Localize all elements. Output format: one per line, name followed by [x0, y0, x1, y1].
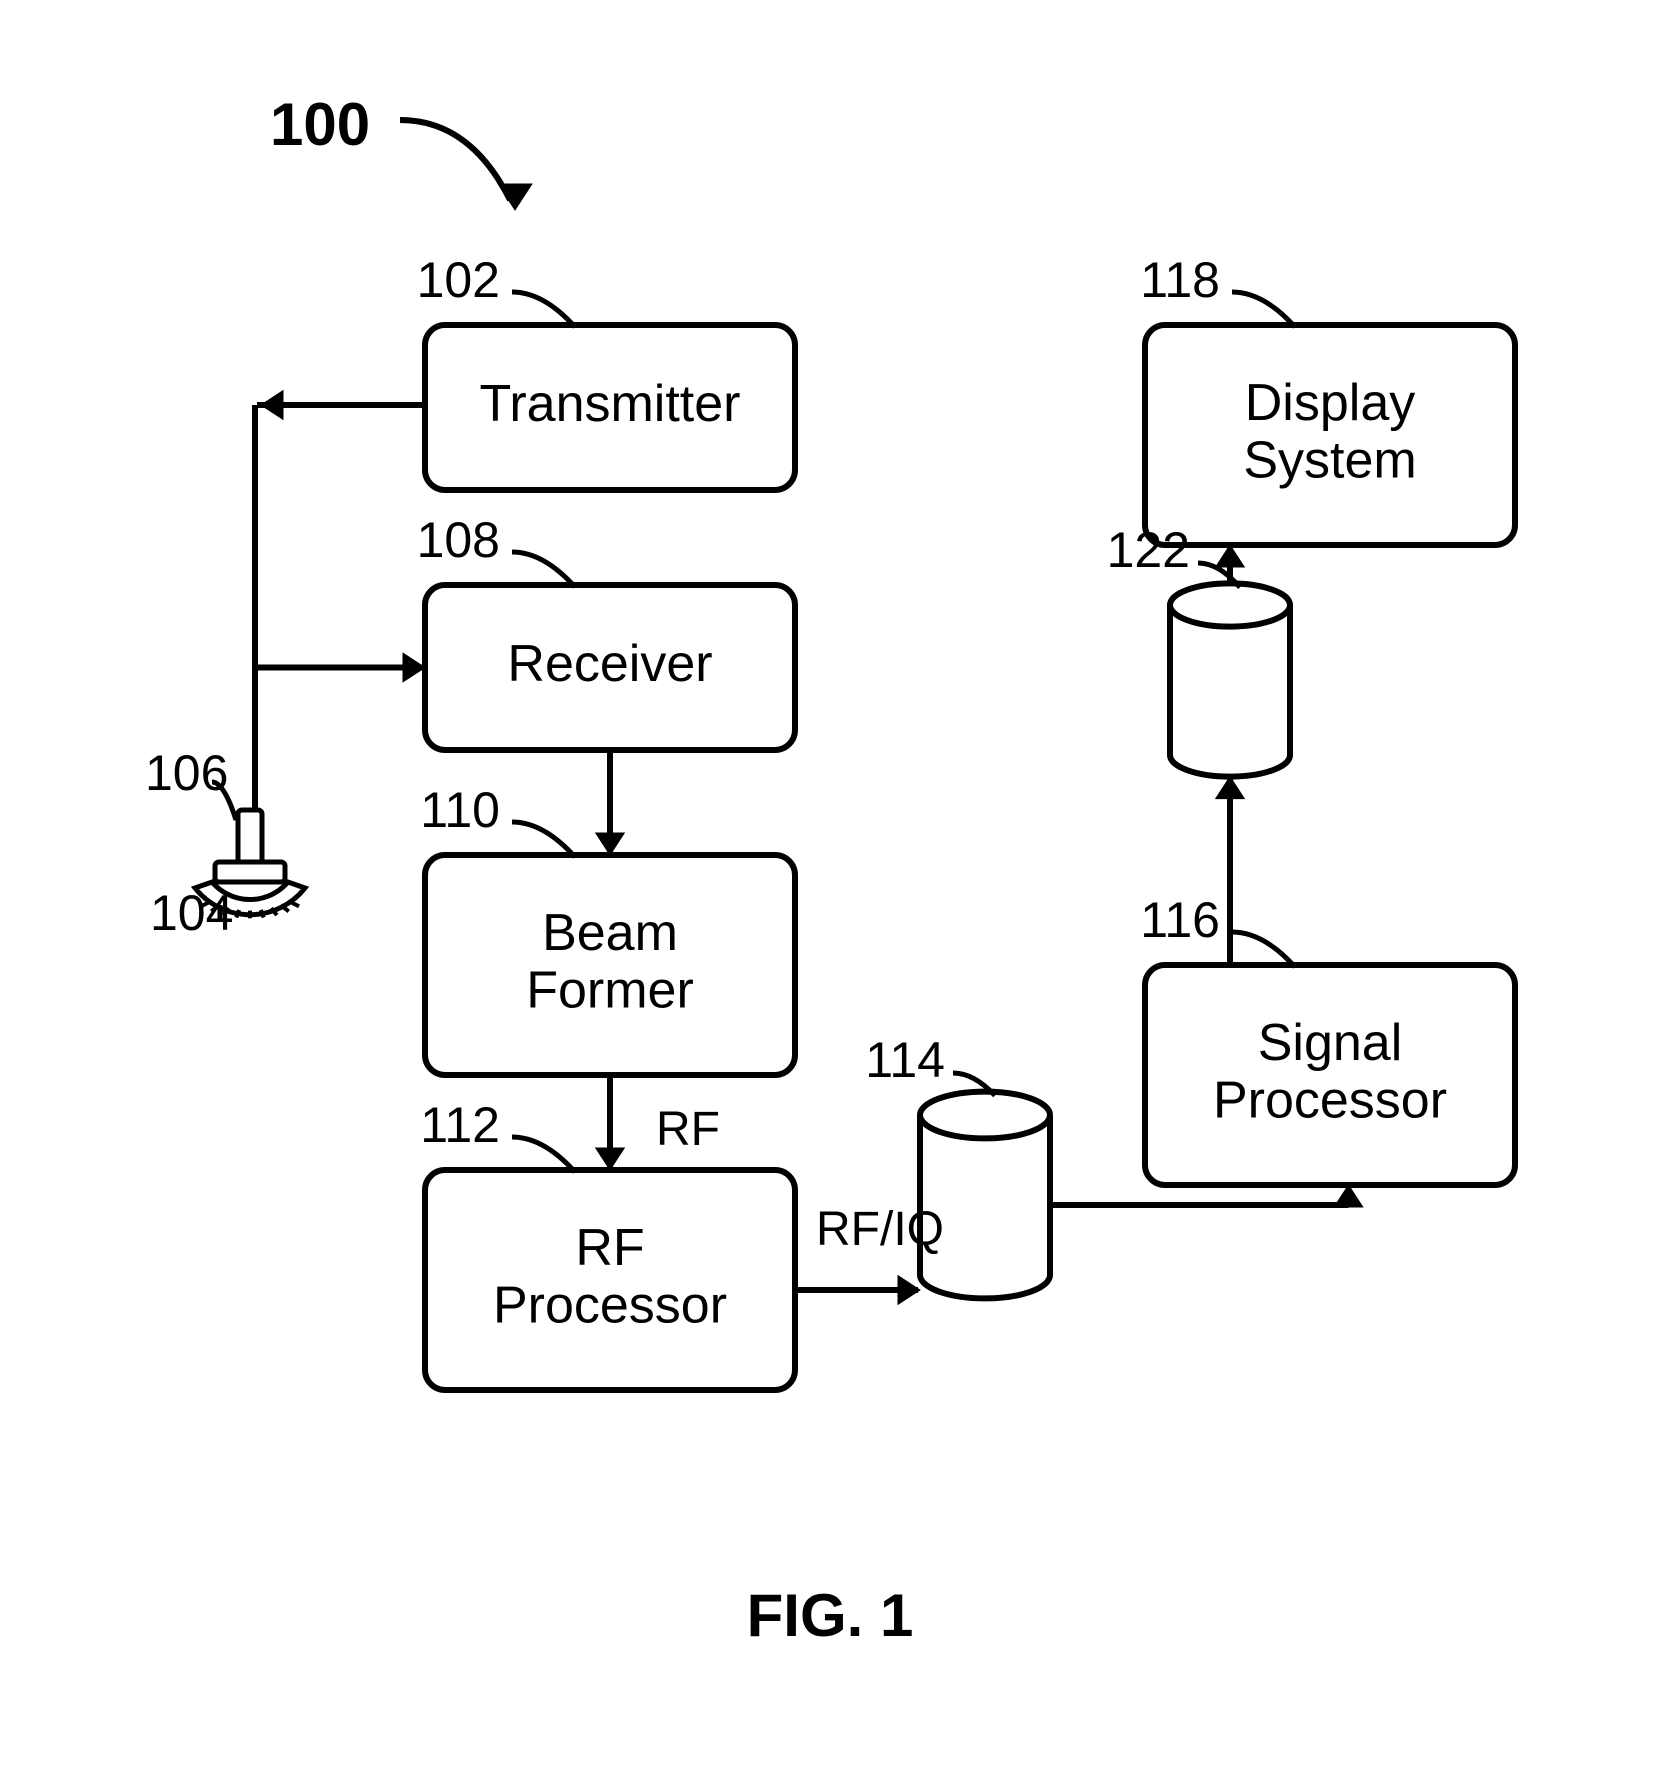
probe-handle-ref: 106 — [145, 745, 228, 801]
figure-label: FIG. 1 — [747, 1582, 914, 1649]
buf122-ref: 122 — [1107, 522, 1190, 578]
beamformer-label: Beam — [542, 904, 678, 962]
sigproc-label: Signal — [1258, 1014, 1403, 1072]
beamformer-ref: 110 — [420, 782, 500, 838]
transmitter-ref: 102 — [417, 252, 500, 308]
edge-label: RF/IQ — [816, 1203, 944, 1256]
display-label: Display — [1245, 374, 1416, 432]
receiver-label: Receiver — [507, 635, 712, 693]
beamformer-label: Former — [526, 961, 694, 1019]
sigproc-ref: 116 — [1140, 892, 1220, 948]
display-label: System — [1243, 431, 1416, 489]
edge-label: RF — [656, 1103, 720, 1156]
overall-ref: 100 — [270, 91, 370, 158]
rfproc-label: RF — [575, 1219, 644, 1277]
transmitter-label: Transmitter — [480, 375, 741, 433]
rfproc-label: Processor — [493, 1276, 727, 1334]
sigproc-label: Processor — [1213, 1071, 1447, 1129]
rfproc-ref: 112 — [420, 1097, 500, 1153]
display-ref: 118 — [1140, 252, 1220, 308]
receiver-ref: 108 — [417, 512, 500, 568]
buf114-ref: 114 — [865, 1032, 945, 1088]
